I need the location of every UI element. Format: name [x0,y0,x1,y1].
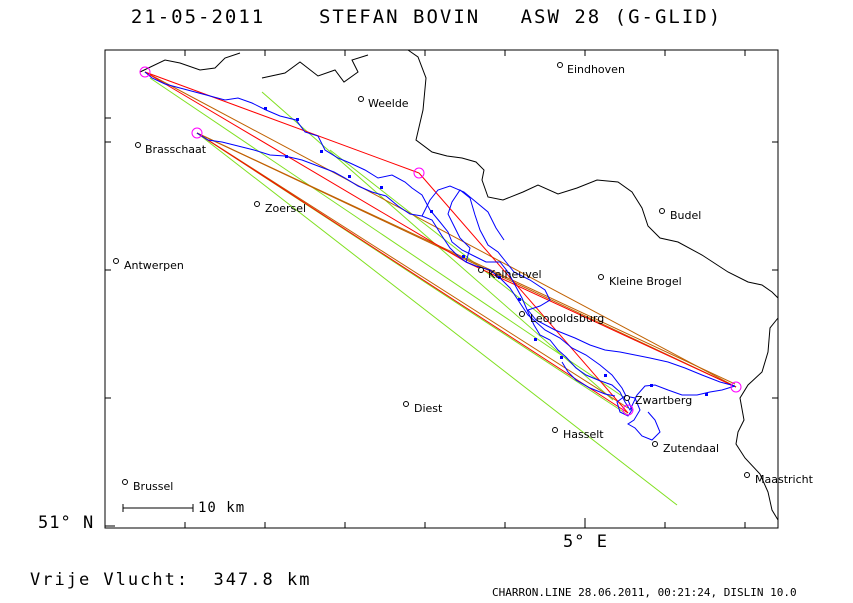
flight-distance-label: Vrije Vlucht: [30,570,190,590]
town-label: Diest [414,402,443,415]
town-label: Kleine Brogel [609,275,682,288]
town-label: Eindhoven [567,63,625,76]
town-label: Brussel [133,480,173,493]
axis-ticks [105,50,778,528]
glider-name: ASW 28 (G-GLID) [520,6,723,28]
town-label: Brasschaat [145,143,207,156]
scale-bar-label: 10 km [198,500,246,516]
track-fixes [264,107,708,396]
town-label: Maastricht [755,473,814,486]
latitude-label: 51° N [38,513,95,533]
town-markers [113,62,750,485]
pilot-name: STEFAN BOVIN [318,6,481,28]
town-label: Leopoldsburg [530,312,604,325]
credit-line: CHARRON.LINE 28.06.2011, 00:21:24, DISLI… [492,586,797,599]
map-title: 21-05-2011 STEFAN BOVIN ASW 28 (G-GLID) [0,6,853,28]
turnpoints [139,66,742,416]
task-lines [144,71,737,414]
country-borders [139,49,779,521]
town-label: Zwartberg [635,394,692,407]
flight-date: 21-05-2011 [130,6,266,28]
town-label: Kelheuvel [488,268,542,281]
town-labels: Eindhoven Weelde Brasschaat Zoersel Bude… [124,63,814,493]
longitude-label: 5° E [563,532,608,552]
scale-bar [122,504,194,512]
flight-track [144,71,736,441]
town-label: Budel [670,209,701,222]
town-label: Zoersel [265,202,306,215]
town-label: Zutendaal [663,442,719,455]
flight-distance-value: 347.8 km [213,570,312,590]
flight-distance: Vrije Vlucht: 347.8 km [30,570,311,590]
town-label: Antwerpen [124,259,184,272]
map-frame [104,49,779,529]
town-label: Hasselt [563,428,604,441]
town-label: Weelde [368,97,409,110]
